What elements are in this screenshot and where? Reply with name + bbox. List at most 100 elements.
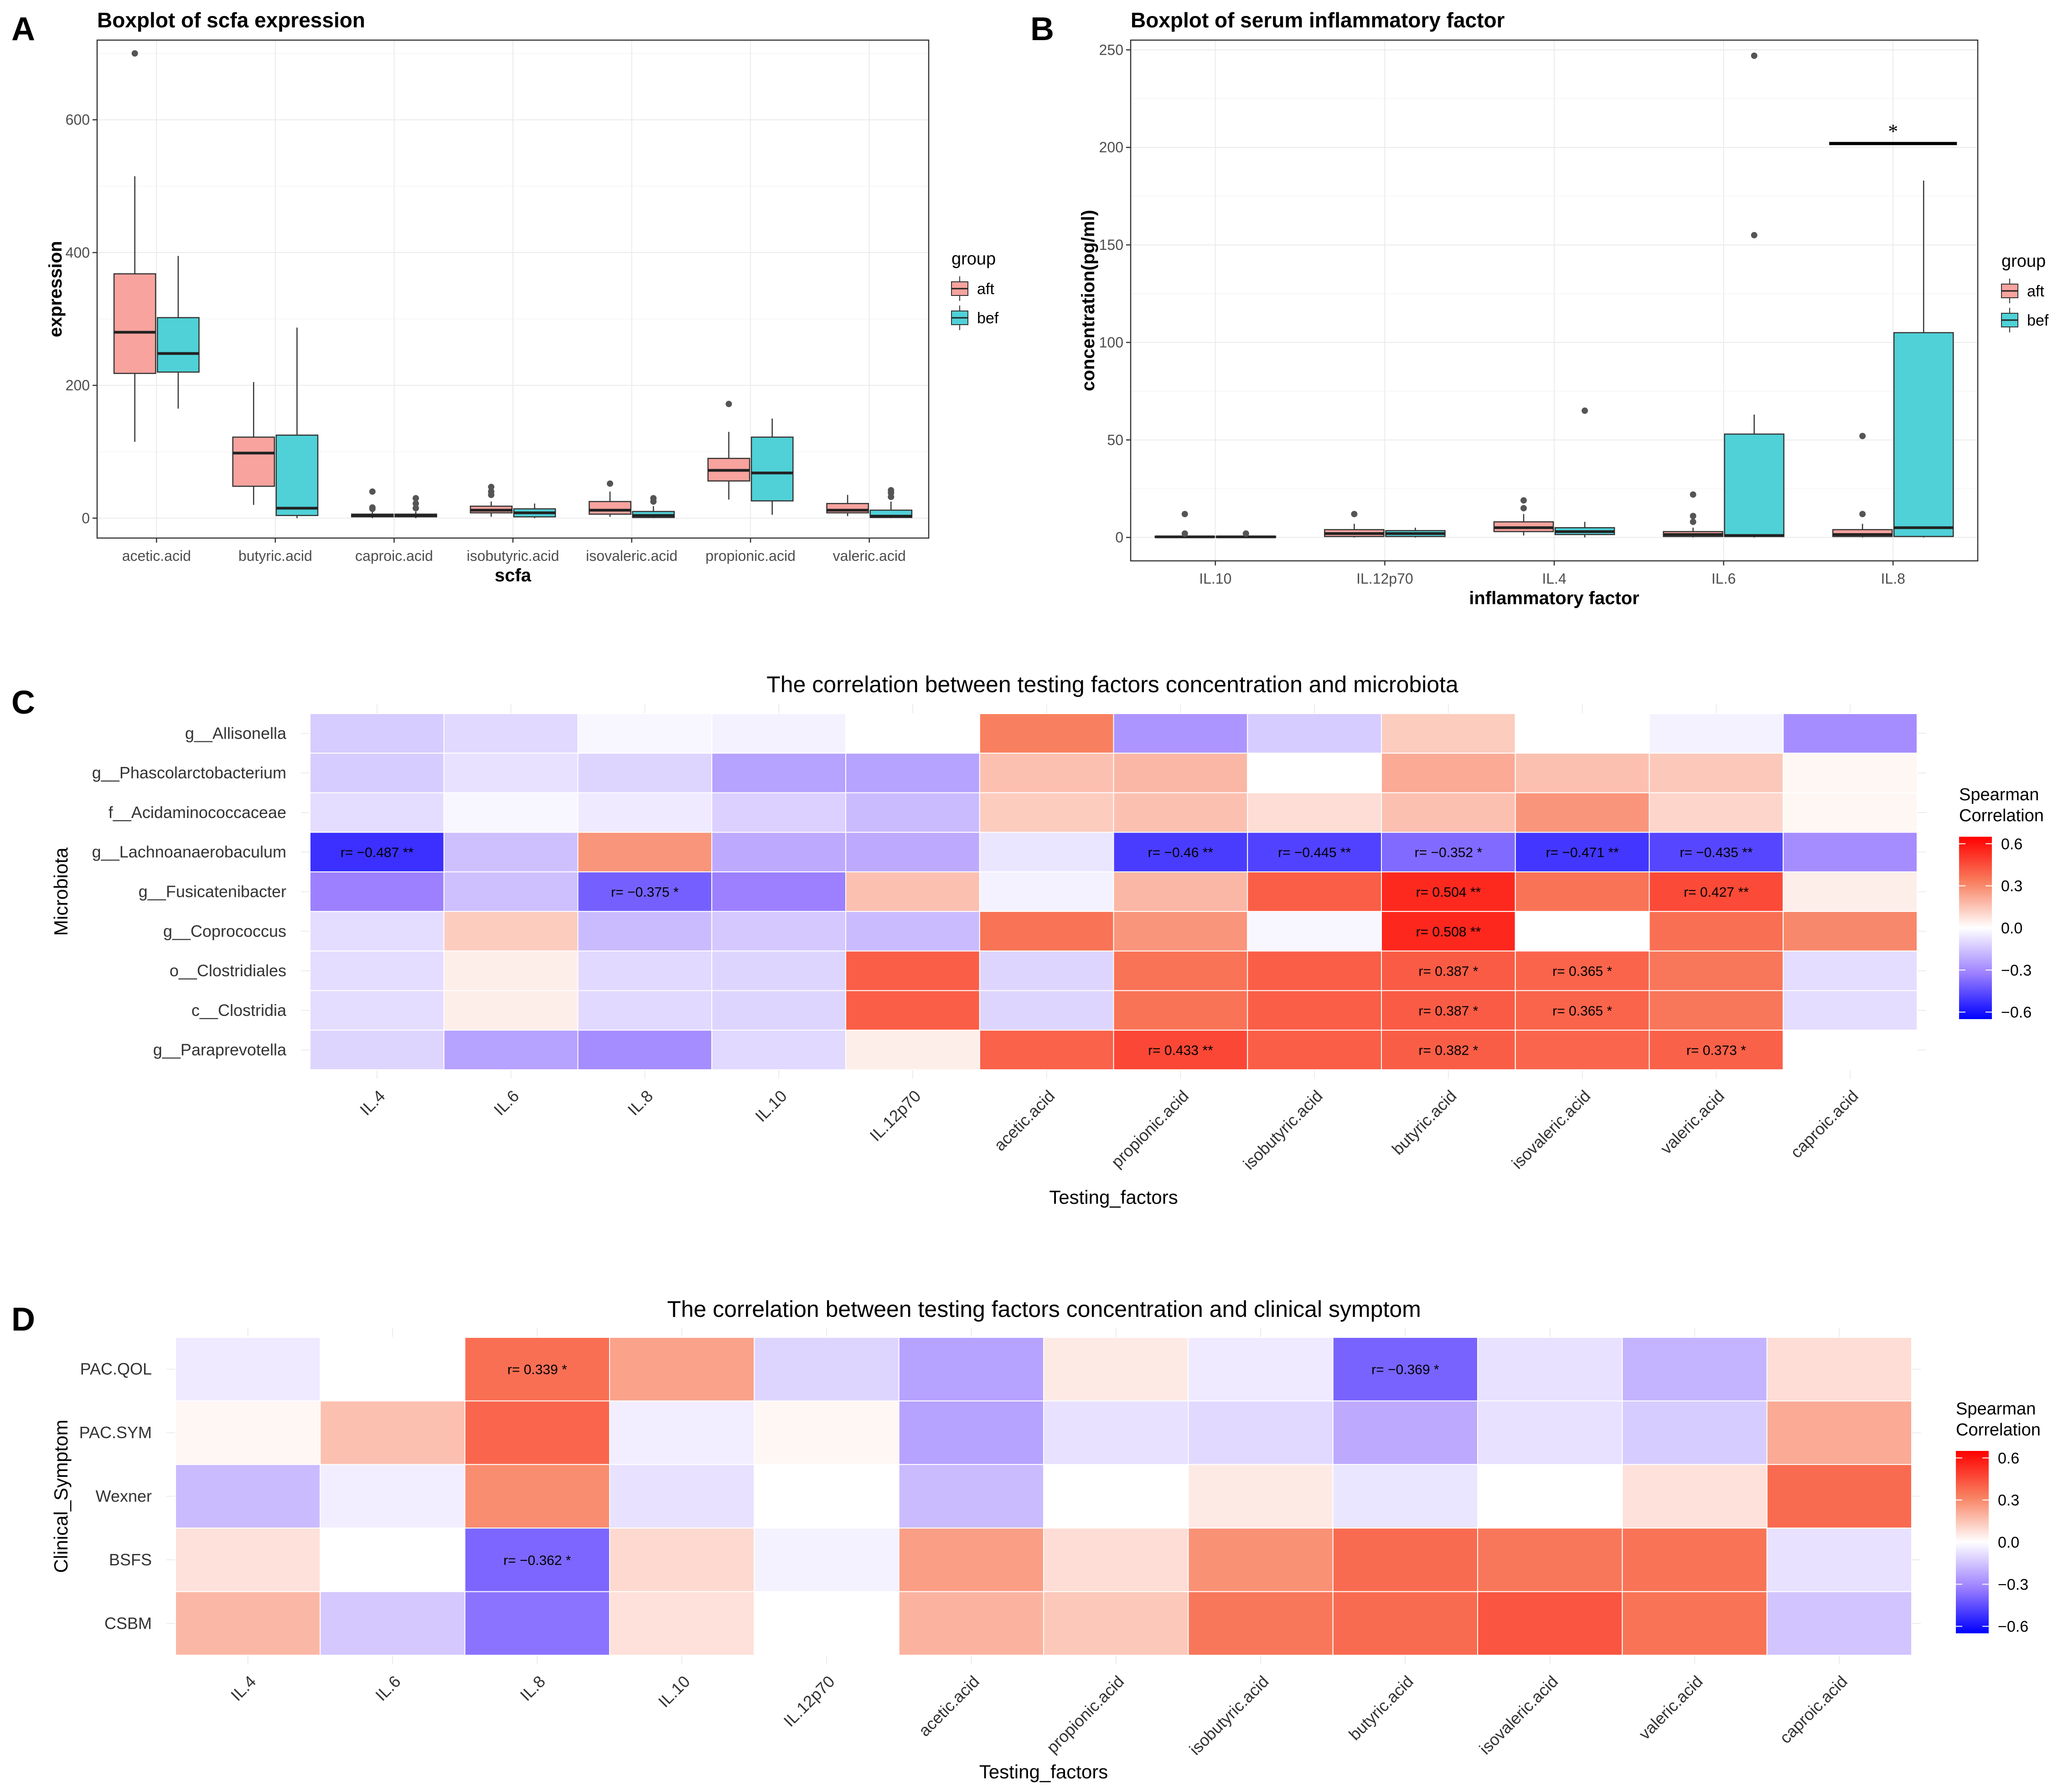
cell-annotation: r= 0.339 * [507,1362,567,1378]
box-aft-il-4 [1493,497,1554,536]
heat-cell-pac-qol-caproic-acid [1766,1337,1913,1402]
cell-annotation: r= −0.369 * [1371,1362,1439,1378]
heat-cell-g-lachnoanaerobaculum-isobutyric-acid [1247,832,1382,873]
heat-cell-pac-qol-valeric-acid [1622,1337,1768,1402]
legend-label-aft: aft [2027,283,2044,300]
legend-tick-label: 0.0 [1998,1534,2019,1551]
heat-cell-g-allisonella-acetic-acid [979,713,1114,754]
heat-cell-bsfs-il-8 [464,1528,610,1592]
column-label: IL.10 [655,1672,694,1711]
heat-cell-wexner-isovaleric-acid [1477,1464,1623,1529]
heatmap-title: The correlation between testing factors … [766,672,1458,697]
heat-cell-g-paraprevotella-il-12p70 [845,1030,980,1070]
panel-title: Boxplot of scfa expression [97,8,365,32]
cell-annotation: r= 0.365 * [1552,964,1612,979]
row-label: BSFS [109,1550,152,1569]
box-aft-il-6 [1663,491,1723,538]
heat-cell-g-paraprevotella-isobutyric-acid [1247,1030,1382,1070]
box-bef-caproic-acid [394,495,437,518]
legend-title-line2: Correlation [1959,806,2044,825]
heat-cell-wexner-acetic-acid [898,1464,1044,1529]
outlier-point [1751,52,1758,59]
outlier-point [413,505,419,512]
heat-cell-g-lachnoanaerobaculum-acetic-acid [979,832,1114,873]
heat-cell-g-coprococcus-butyric-acid [1381,911,1516,952]
outlier-point [131,50,138,57]
heat-cell-g-lachnoanaerobaculum-valeric-acid [1649,832,1784,873]
heat-cell-wexner-il-4 [175,1464,321,1529]
row-label: Wexner [96,1487,152,1506]
heat-cell-g-paraprevotella-isovaleric-acid [1515,1030,1650,1070]
cell-annotation: r= −0.46 ** [1148,845,1214,860]
y-tick-label: 100 [1099,334,1123,351]
heat-cell-c-clostridia-il-12p70 [845,990,980,1031]
row-label: g__Phascolarctobacterium [92,763,286,782]
x-tick-label: butyric.acid [238,548,312,564]
heat-cell-csbm-acetic-acid [898,1591,1044,1656]
heat-cell-bsfs-butyric-acid [1332,1528,1479,1592]
row-label: PAC.SYM [79,1423,152,1442]
box-aft-valeric-acid [826,495,869,516]
x-axis-title: scfa [495,565,532,585]
box-bef-il-12p70 [1385,528,1446,538]
x-axis-title: inflammatory factor [1469,588,1639,608]
outlier-point [1582,407,1588,414]
heat-cell-pac-sym-isovaleric-acid [1477,1400,1623,1465]
outlier-point [1181,530,1188,537]
heat-cell-c-clostridia-acetic-acid [979,990,1114,1031]
heat-cell-pac-qol-il-8 [464,1337,610,1402]
cell-annotation: r= −0.362 * [503,1553,571,1568]
cell-annotation: r= 0.427 ** [1684,885,1749,900]
heat-cell-g-fusicatenibacter-il-6 [443,871,579,912]
heat-cell-g-fusicatenibacter-isobutyric-acid [1247,871,1382,912]
heat-cell-g-fusicatenibacter-propionic-acid [1113,871,1248,912]
heat-cell-o-clostridiales-valeric-acid [1649,950,1784,991]
heat-cell-f-acidaminococcaceae-propionic-acid [1113,792,1248,833]
heat-cell-wexner-valeric-acid [1622,1464,1768,1529]
panel-letter: C [11,684,35,721]
box-body [1893,332,1954,537]
heat-cell-g-phascolarctobacterium-valeric-acid [1649,752,1784,793]
heat-cell-g-allisonella-il-8 [577,713,713,754]
heat-cell-o-clostridiales-il-10 [711,950,846,991]
heat-cell-g-allisonella-propionic-acid [1113,713,1248,754]
box-body [275,435,319,516]
column-label: isobutyric.acid [1240,1087,1326,1173]
heat-cell-g-phascolarctobacterium-acetic-acid [979,752,1114,793]
box-bef-il-10 [1215,530,1277,539]
outlier-point [1690,513,1696,519]
row-label: o__Clostridiales [170,961,286,980]
heat-cell-c-clostridia-butyric-acid [1381,990,1516,1031]
heat-cell-o-clostridiales-il-8 [577,950,713,991]
outlier-point [369,504,376,511]
cell-annotation: r= 0.508 ** [1416,924,1481,939]
legend-tick-label: 0.0 [2001,920,2022,937]
outlier-point [888,487,895,494]
heat-cell-csbm-isobutyric-acid [1188,1591,1334,1656]
x-axis-title: Testing_factors [979,1761,1108,1782]
box-bef-il-8 [1893,180,1954,538]
box-aft-acetic-acid [113,50,156,442]
row-label: PAC.QOL [80,1360,152,1378]
column-label: acetic.acid [990,1087,1058,1155]
legend-tick-label: 0.3 [1998,1492,2019,1509]
cell-annotation: r= 0.387 * [1418,964,1478,979]
box-aft-il-8 [1832,433,1893,538]
heat-cell-g-coprococcus-il-6 [443,911,579,952]
box-aft-caproic-acid [351,488,394,518]
cell-annotation: r= −0.471 ** [1546,845,1619,860]
heat-cell-g-allisonella-il-6 [443,713,579,754]
panel-letter: A [11,11,35,47]
legend-title-line1: Spearman [1959,785,2039,804]
heat-cell-g-coprococcus-valeric-acid [1649,911,1784,952]
box-aft-il-12p70 [1324,511,1385,538]
cell-annotation: r= −0.445 ** [1278,845,1351,860]
box-aft-butyric-acid [232,382,275,505]
heat-cell-bsfs-isobutyric-acid [1188,1528,1334,1592]
x-tick-label: isovaleric.acid [586,548,677,564]
outlier-point [1242,530,1249,537]
panel-letter: B [1030,11,1054,47]
legend-tick-label: 0.6 [1998,1450,2019,1467]
column-label: isovaleric.acid [1508,1087,1594,1173]
